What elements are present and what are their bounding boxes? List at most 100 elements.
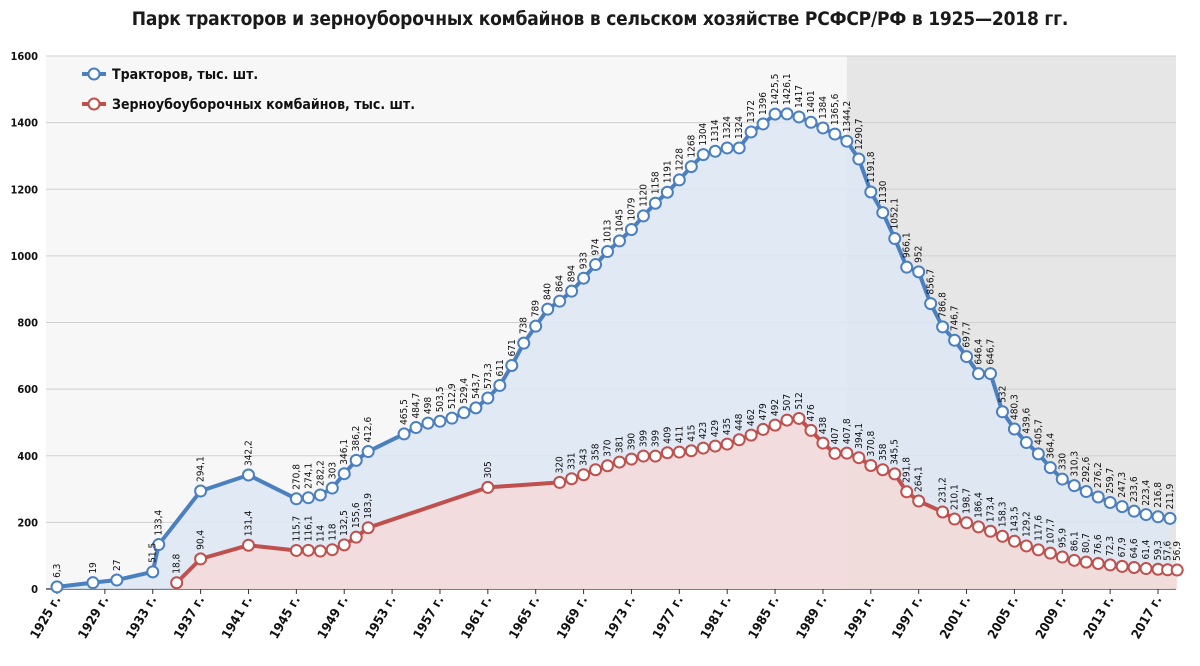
data-point — [327, 483, 338, 494]
data-point — [770, 109, 781, 120]
data-label: 19 — [88, 562, 99, 574]
data-point — [1057, 474, 1068, 485]
data-point — [315, 546, 326, 557]
data-point — [1172, 565, 1183, 576]
data-point — [997, 406, 1008, 417]
y-tick-label: 1000 — [10, 250, 38, 263]
y-tick-label: 600 — [17, 383, 38, 396]
data-point — [303, 492, 314, 503]
data-label: 129,2 — [1021, 511, 1032, 537]
data-label: 856,7 — [926, 269, 937, 295]
data-label: 56,9 — [1172, 541, 1183, 561]
data-point — [446, 413, 457, 424]
data-point — [1153, 511, 1164, 522]
data-label: 72,3 — [1105, 536, 1116, 556]
data-point — [782, 108, 793, 119]
data-point — [770, 420, 781, 431]
data-label: 646,7 — [985, 339, 996, 365]
data-label: 143,5 — [1009, 506, 1020, 532]
legend-label: Зерноубоуборочных комбайнов, тыс. шт. — [112, 97, 415, 113]
data-label: 330 — [1057, 453, 1068, 470]
y-tick-label: 1400 — [10, 117, 38, 130]
x-tick-label: 1961 г. — [459, 594, 496, 642]
data-point — [794, 111, 805, 122]
data-label: 303 — [327, 462, 338, 479]
data-label: 864 — [555, 275, 566, 292]
data-point — [1117, 501, 1128, 512]
x-tick-label: 1997 г. — [890, 594, 927, 642]
data-point — [626, 454, 637, 465]
x-tick-label: 1945 г. — [267, 594, 304, 642]
data-point — [578, 469, 589, 480]
data-label: 381 — [614, 436, 625, 453]
data-point — [195, 486, 206, 497]
data-label: 465,5 — [399, 399, 410, 425]
chart-root: Парк тракторов и зерноуборочных комбайно… — [0, 0, 1200, 666]
data-label: 294,1 — [196, 456, 207, 482]
data-point — [482, 393, 493, 404]
data-label: 423 — [698, 422, 709, 439]
data-label: 107,7 — [1045, 518, 1056, 544]
data-label: 573,3 — [483, 363, 494, 389]
legend-swatch-marker — [89, 99, 100, 110]
data-point — [1129, 562, 1140, 573]
data-label: 51,5 — [148, 543, 159, 563]
data-label: 118 — [327, 523, 338, 540]
data-label: 435 — [722, 418, 733, 435]
data-point — [865, 460, 876, 471]
data-point — [1033, 448, 1044, 459]
data-label: 132,5 — [339, 510, 350, 536]
y-axis: 02004006008001000120014001600 — [10, 50, 38, 596]
data-point — [913, 496, 924, 507]
data-point — [566, 473, 577, 484]
data-label: 507 — [782, 394, 793, 411]
data-point — [746, 126, 757, 137]
data-label: 405,7 — [1033, 419, 1044, 445]
data-label: 409 — [662, 426, 673, 443]
data-label: 840 — [543, 283, 554, 300]
data-label: 64,6 — [1129, 538, 1140, 558]
data-point — [554, 296, 565, 307]
data-label: 274,1 — [303, 463, 314, 489]
data-point — [315, 489, 326, 500]
data-point — [614, 235, 625, 246]
data-point — [650, 451, 661, 462]
data-point — [339, 539, 350, 550]
data-point — [877, 464, 888, 475]
data-point — [1093, 491, 1104, 502]
data-point — [1057, 552, 1068, 563]
data-point — [291, 545, 302, 556]
y-tick-label: 1600 — [10, 50, 38, 63]
data-label: 1314 — [710, 119, 721, 142]
data-point — [458, 407, 469, 418]
data-label: 1079 — [626, 197, 637, 220]
data-label: 484,7 — [411, 393, 422, 419]
data-label: 342,2 — [243, 440, 254, 466]
data-point — [411, 422, 422, 433]
x-tick-label: 2001 г. — [937, 594, 974, 642]
data-point — [662, 187, 673, 198]
legend-item-2: Зерноубоуборочных комбайнов, тыс. шт. — [82, 97, 415, 113]
data-label: 1324 — [722, 116, 733, 139]
data-label: 974 — [591, 238, 602, 255]
data-point — [602, 460, 613, 471]
data-label: 746,7 — [950, 306, 961, 332]
x-tick-label: 2013 г. — [1081, 594, 1118, 642]
data-point — [674, 174, 685, 185]
data-label: 61,4 — [1141, 539, 1152, 559]
data-point — [985, 368, 996, 379]
x-tick-label: 1981 г. — [698, 594, 735, 642]
data-label: 407,8 — [842, 418, 853, 444]
data-point — [997, 531, 1008, 542]
data-label: 345,5 — [890, 439, 901, 465]
data-label: 80,7 — [1081, 533, 1092, 553]
data-point — [1141, 509, 1152, 520]
data-point — [1105, 559, 1116, 570]
data-label: 1324 — [734, 116, 745, 139]
data-label: 117,6 — [1033, 515, 1044, 541]
data-point — [1033, 544, 1044, 555]
data-label: 116,1 — [303, 516, 314, 542]
data-point — [494, 380, 505, 391]
data-point — [518, 338, 529, 349]
data-point — [554, 477, 565, 488]
